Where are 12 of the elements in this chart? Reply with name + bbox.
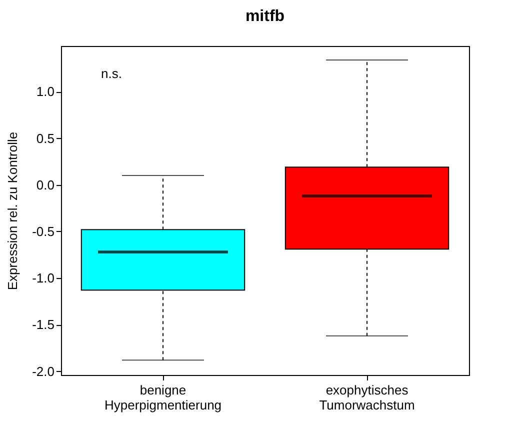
y-axis-title: Expression rel. zu Kontrolle: [5, 132, 20, 290]
y-tick-label: 0.0: [36, 177, 54, 192]
y-tick-label: -0.5: [32, 224, 54, 239]
y-tick-label: -2.0: [32, 364, 54, 379]
x-tick-label: exophytisches Tumorwachstum: [319, 382, 415, 412]
y-tick-label: 0.5: [36, 130, 54, 146]
y-tick-label: 1.0: [36, 84, 54, 100]
chart-title: mitfb: [245, 8, 285, 25]
x-tick-label: benigne Hyperpigmentierung: [104, 382, 222, 412]
y-tick-label: -1.0: [32, 270, 54, 286]
annotation: n.s.: [101, 66, 122, 81]
y-tick-label: -1.5: [32, 317, 54, 332]
